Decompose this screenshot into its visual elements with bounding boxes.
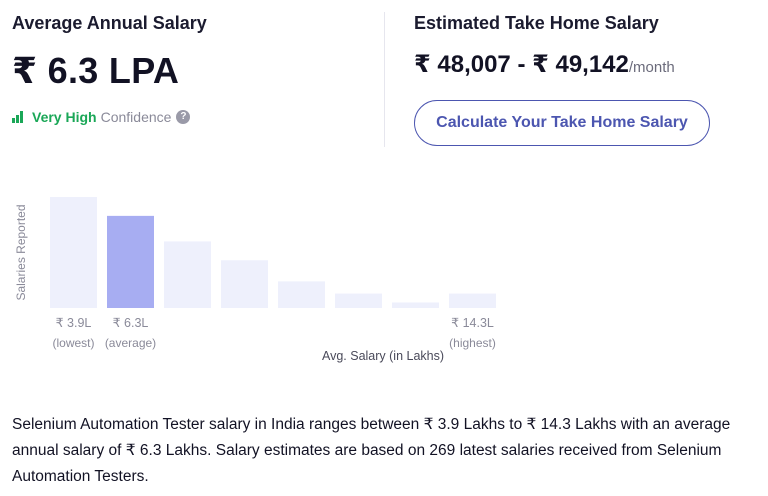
take-home-unit: /month	[628, 59, 675, 76]
calculate-take-home-button[interactable]: Calculate Your Take Home Salary	[414, 100, 710, 146]
help-icon[interactable]: ?	[176, 110, 191, 124]
average-salary-title: Average Annual Salary	[12, 13, 207, 33]
confidence-label: Confidence	[100, 109, 172, 125]
confidence-level: Very High	[32, 109, 97, 125]
salary-bar	[107, 215, 154, 308]
confidence-indicator: Very High Confidence ?	[12, 108, 372, 126]
take-home-range: ₹ 48,007 - ₹ 49,142/month	[414, 50, 754, 83]
panel-divider	[384, 12, 385, 147]
average-salary-panel: Average Annual Salary ₹ 6.3 LPA Very Hig…	[12, 12, 372, 126]
take-home-range-value: ₹ 48,007 - ₹ 49,142	[414, 51, 629, 78]
salary-description: Selenium Automation Tester salary in Ind…	[12, 416, 731, 485]
salary-bar	[164, 241, 211, 308]
y-axis-label: Salaries Reported	[14, 204, 28, 300]
x-axis-label: Avg. Salary (in Lakhs)	[322, 349, 444, 363]
tick-caption: (average)	[105, 336, 156, 350]
tick-caption: (lowest)	[52, 336, 94, 350]
salary-chart-svg: Salaries Reported ₹ 3.9L (lowest) ₹ 6.3L (av…	[14, 197, 496, 363]
tick-label: ₹ 3.9L	[56, 316, 92, 330]
salary-bar	[278, 281, 325, 308]
tick-caption: (highest)	[449, 336, 496, 350]
tick-label: ₹ 6.3L	[113, 316, 149, 330]
take-home-panel: Estimated Take Home Salary ₹ 48,007 - ₹ …	[414, 12, 754, 146]
average-salary-value: ₹ 6.3 LPA	[12, 50, 180, 91]
salary-bar	[392, 302, 439, 308]
signal-bars-icon	[12, 111, 26, 123]
take-home-title: Estimated Take Home Salary	[414, 13, 659, 33]
salary-bar	[335, 293, 382, 308]
salary-bar	[50, 197, 97, 308]
salary-bar	[221, 260, 268, 308]
tick-label: ₹ 14.3L	[451, 316, 494, 330]
salary-distribution-chart: Salaries Reported ₹ 3.9L (lowest) ₹ 6.3L (av…	[0, 180, 520, 370]
salary-bar	[449, 293, 496, 308]
